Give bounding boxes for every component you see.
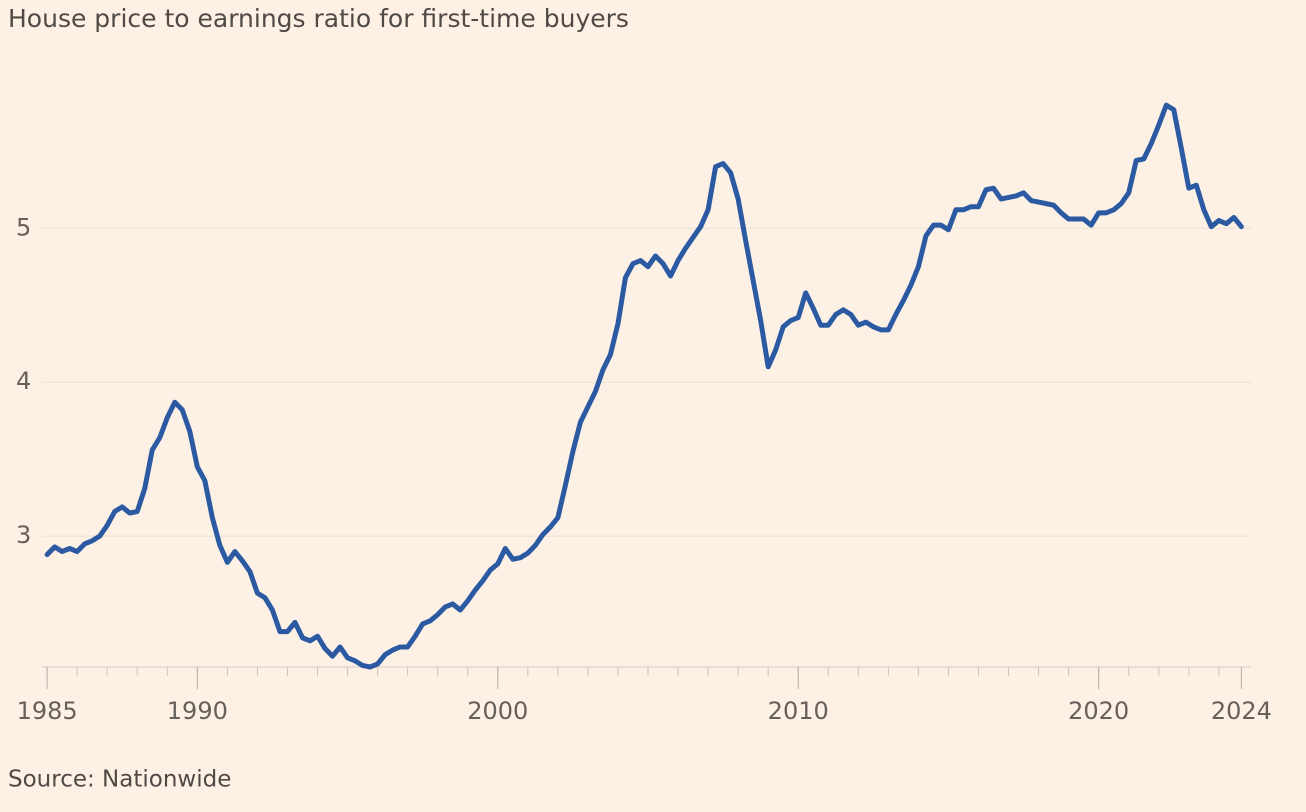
- y-tick-label: 3: [16, 521, 31, 549]
- chart-title: House price to earnings ratio for first-…: [8, 4, 629, 33]
- x-tick-label: 1990: [167, 697, 228, 725]
- x-tick-label: 2024: [1211, 697, 1272, 725]
- source-note: Source: Nationwide: [8, 767, 231, 793]
- y-tick-label: 4: [16, 367, 31, 395]
- y-tick-label: 5: [16, 213, 31, 241]
- x-tick-label: 1985: [17, 697, 78, 725]
- x-tick-label: 2000: [467, 697, 528, 725]
- data-line: [44, 102, 1244, 670]
- x-tick-label: 2010: [768, 697, 829, 725]
- x-tick-label: 2020: [1068, 697, 1129, 725]
